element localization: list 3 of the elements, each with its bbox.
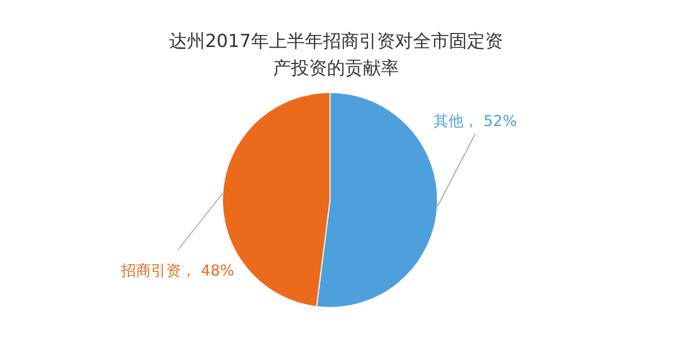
slice-label: 其他， 52% [434,112,517,130]
chart-title: 达州2017年上半年招商引资对全市固定资产投资的贡献率 [168,30,504,81]
slice-label: 招商引资， 48% [120,262,234,280]
